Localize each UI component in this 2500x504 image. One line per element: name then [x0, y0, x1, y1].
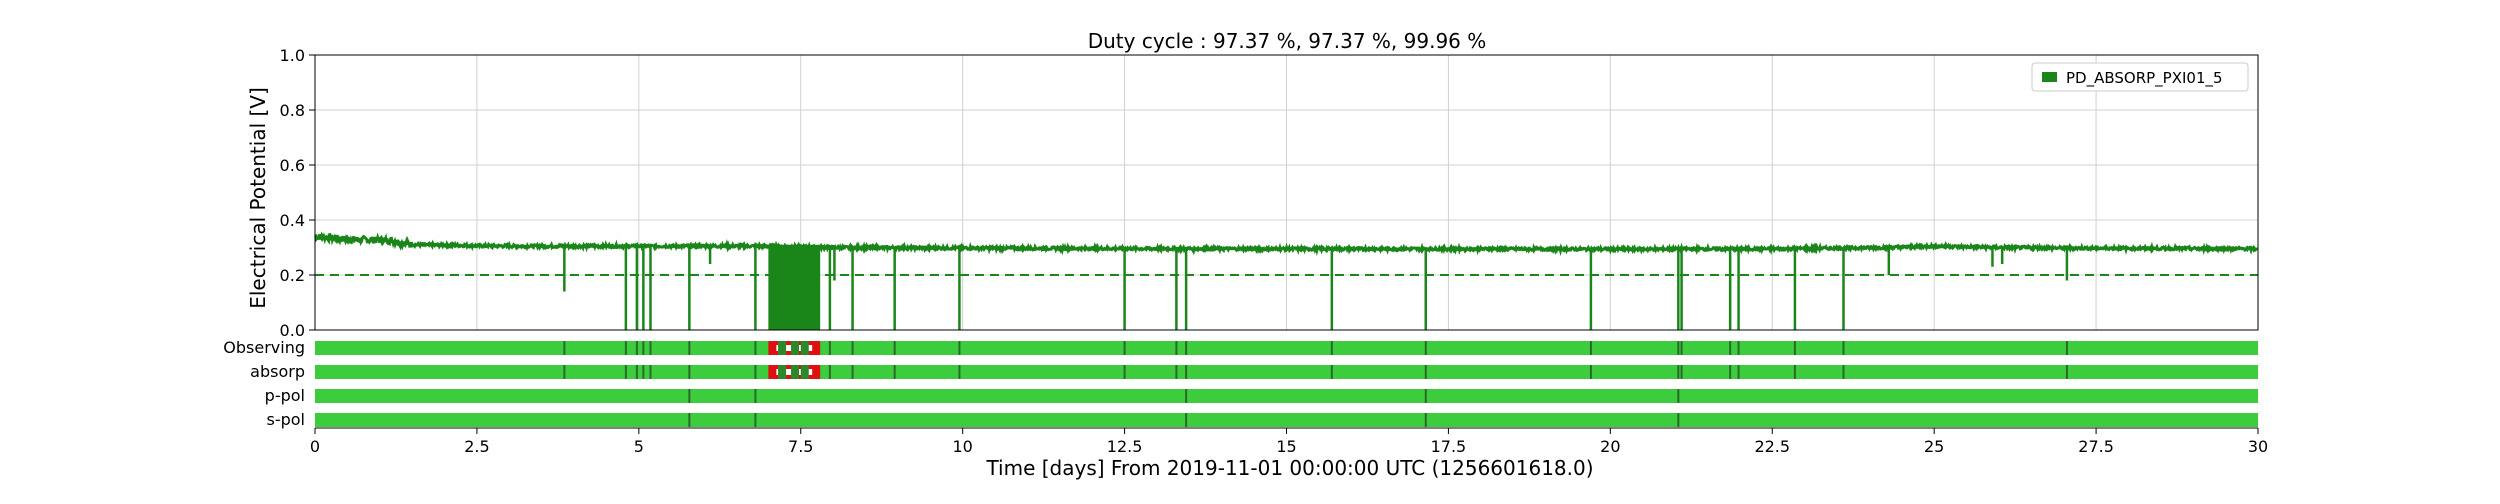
segment-partial: [778, 341, 787, 355]
x-tick-label: 0: [310, 437, 320, 456]
legend-label: PD_ABSORP_PXI01_5: [2066, 69, 2223, 88]
segment-bar: [315, 341, 2258, 355]
x-tick-label: 30: [2248, 437, 2268, 456]
x-tick-label: 10: [952, 437, 972, 456]
legend: PD_ABSORP_PXI01_5: [2031, 62, 2249, 92]
segment-partial: [800, 365, 809, 379]
y-tick-label: 0.2: [280, 266, 305, 285]
segment-label: s-pol: [267, 410, 306, 429]
x-tick-label: 27.5: [2078, 437, 2114, 456]
segment-partial: [800, 341, 809, 355]
segment-label: p-pol: [265, 386, 305, 405]
segment-partial: [791, 341, 800, 355]
legend-box: [2031, 62, 2249, 92]
y-tick-label: 0.0: [280, 321, 305, 340]
y-tick-label: 1.0: [280, 46, 305, 65]
segment-bar: [315, 413, 2258, 427]
y-tick-label: 0.6: [280, 156, 305, 175]
segment-row-absorp: absorp: [250, 362, 2258, 381]
segment-partial: [791, 365, 800, 379]
x-tick-label: 25: [1924, 437, 1944, 456]
x-tick-label: 20: [1600, 437, 1620, 456]
y-axis-label: Electrical Potential [V]: [246, 87, 270, 309]
grid-lines: [314, 54, 2259, 331]
segment-row-s-pol: s-pol: [267, 410, 2258, 429]
main-axes-frame: [314, 54, 2259, 331]
x-tick-label: 17.5: [1431, 437, 1467, 456]
main-plot: 0.0 0.2 0.4 0.6 0.8 1.0 PD_ABSORP_PXI01_5: [280, 46, 2259, 340]
x-tick-label: 5: [634, 437, 644, 456]
legend-swatch: [2042, 72, 2057, 82]
x-axis: 0 2.5 5 7.5 10 12.5 15 17.5 20 22.5 25 27.5 30: [310, 427, 2268, 456]
x-tick-label: 2.5: [464, 437, 489, 456]
x-tick-label: 7.5: [788, 437, 813, 456]
segment-bar: [315, 389, 2258, 403]
series-line-pd-absorp: [314, 231, 2259, 257]
x-tick-label: 22.5: [1754, 437, 1790, 456]
y-tick-label: 0.8: [280, 101, 305, 120]
dense-band: [768, 244, 821, 330]
x-axis-label: Time [days] From 2019-11-01 00:00:00 UTC…: [985, 456, 1593, 480]
chart-title: Duty cycle : 97.37 %, 97.37 %, 99.96 %: [1088, 29, 1487, 53]
segment-partial: [778, 365, 787, 379]
x-tick-label: 15: [1276, 437, 1296, 456]
y-tick-label: 0.4: [280, 211, 305, 230]
segment-label: Observing: [223, 338, 305, 357]
segment-row-p-pol: p-pol: [265, 386, 2258, 405]
segment-bar: [315, 365, 2258, 379]
segment-row-observing: Observing: [223, 338, 2258, 357]
x-tick-label: 12.5: [1107, 437, 1143, 456]
segment-label: absorp: [250, 362, 305, 381]
